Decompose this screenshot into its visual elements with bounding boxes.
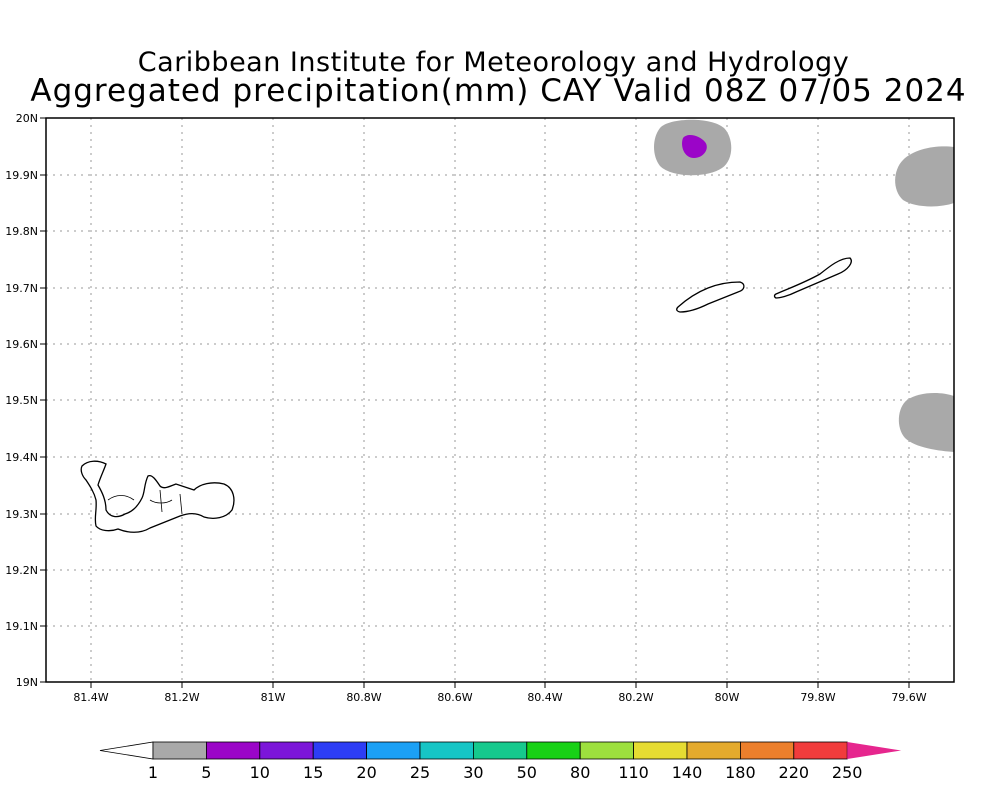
- lon-label: 81.4W: [73, 691, 108, 704]
- colorbar-swatch: [793, 741, 848, 760]
- colorbar-swatch: [152, 741, 207, 760]
- title-line-1: Caribbean Institute for Meteorology and …: [137, 47, 850, 78]
- lon-label: 80.2W: [618, 691, 653, 704]
- lat-label: 19N: [16, 676, 38, 689]
- colorbar-swatch: [205, 741, 261, 760]
- lat-label: 19.9N: [5, 169, 38, 182]
- colorbar-label: 30: [463, 763, 483, 782]
- colorbar-swatch: [740, 741, 795, 760]
- cayman-brac: [773, 257, 852, 299]
- lon-label: 81W: [261, 691, 286, 704]
- colorbar-label: 250: [832, 763, 863, 782]
- colorbar-swatch: [686, 741, 741, 760]
- colorbar-label: 25: [410, 763, 430, 782]
- colorbar-swatch: [526, 741, 581, 760]
- precip-area-east-north: [895, 146, 954, 207]
- colorbar-label: 220: [779, 763, 810, 782]
- colorbar: 1 5 10 15 20 25 30 50 80 110 140 180 220 250: [99, 741, 902, 782]
- lat-label: 19.8N: [5, 225, 38, 238]
- title-line-2: Aggregated precipitation(mm) CAY Valid 0…: [30, 73, 967, 109]
- colorbar-swatch: [259, 741, 314, 760]
- lat-label: 19.2N: [5, 564, 38, 577]
- lat-label: 19.5N: [5, 394, 38, 407]
- grand-cayman-sound: [107, 489, 183, 515]
- lat-label: 19.1N: [5, 620, 38, 633]
- lon-label: 80.4W: [527, 691, 562, 704]
- lon-label: 81.2W: [164, 691, 199, 704]
- colorbar-swatch: [579, 741, 635, 760]
- lon-label: 80W: [715, 691, 740, 704]
- colorbar-swatch: [366, 741, 421, 760]
- little-cayman: [676, 281, 745, 313]
- colorbar-label: 1: [148, 763, 158, 782]
- lat-label: 20N: [16, 112, 38, 125]
- colorbar-label: 80: [570, 763, 590, 782]
- colorbar-swatch: [312, 741, 368, 760]
- lon-label: 80.8W: [346, 691, 381, 704]
- colorbar-label: 140: [672, 763, 703, 782]
- colorbar-label: 20: [356, 763, 376, 782]
- colorbar-label: 10: [250, 763, 270, 782]
- lat-label: 19.7N: [5, 282, 38, 295]
- colorbar-label: 5: [201, 763, 211, 782]
- lon-label: 80.6W: [437, 691, 472, 704]
- colorbar-label: 180: [725, 763, 756, 782]
- colorbar-swatch: [633, 741, 688, 760]
- colorbar-label: 15: [303, 763, 323, 782]
- lat-label: 19.6N: [5, 338, 38, 351]
- colorbar-label: 50: [517, 763, 537, 782]
- x-ticks: [90, 682, 910, 688]
- precip-area-east-south: [898, 392, 954, 452]
- lon-label: 79.8W: [800, 691, 835, 704]
- grand-cayman: [80, 460, 235, 533]
- gridlines: [46, 118, 954, 682]
- colorbar-swatch: [419, 741, 474, 760]
- colorbar-label: 110: [618, 763, 649, 782]
- colorbar-over-triangle: [847, 742, 902, 759]
- colorbar-under-triangle: [99, 741, 154, 760]
- y-ticks: [40, 117, 46, 683]
- colorbar-swatch: [472, 741, 528, 760]
- lat-label: 19.3N: [5, 508, 38, 521]
- lat-label: 19.4N: [5, 451, 38, 464]
- precip-core-north: [682, 135, 707, 158]
- lon-label: 79.6W: [891, 691, 926, 704]
